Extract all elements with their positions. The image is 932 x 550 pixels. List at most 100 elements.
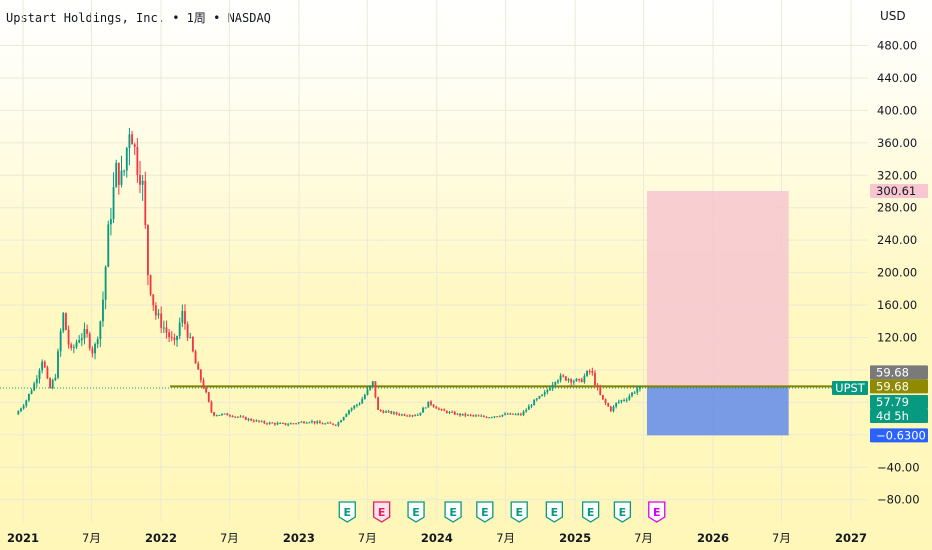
candle-body (295, 423, 297, 425)
candle-body (162, 327, 165, 329)
price-label-text: 59.68 (876, 365, 909, 379)
earnings-badge (545, 501, 564, 523)
candle-body (226, 413, 229, 416)
candle-body (480, 415, 483, 417)
candle-body (35, 378, 38, 384)
price-label-box (870, 408, 928, 423)
candle-body (215, 415, 218, 417)
candle-body (549, 388, 551, 391)
y-tick-label: 120.00 (877, 331, 917, 345)
candle-body (27, 393, 30, 401)
candle-body (234, 416, 237, 418)
earnings-letter: E (515, 506, 523, 519)
candle-body (519, 413, 522, 415)
candle-body (451, 411, 454, 413)
candle-body (633, 392, 636, 394)
candle-body (120, 170, 123, 185)
time-axis[interactable]: 2021 7月 2022 7月 2023 7月 2024 7月 2025 7月 2026 7月 2027 (7, 531, 867, 545)
candle-body (279, 422, 282, 424)
candle-body (353, 405, 356, 409)
y-tick-label: 280.00 (877, 201, 917, 215)
earnings-letter: E (378, 506, 386, 519)
candle-body (117, 162, 120, 185)
candle-body (469, 414, 472, 416)
price-axis[interactable]: 480.00 440.00 400.00 360.00 320.00 280.00 240.… (877, 39, 920, 507)
exchange-label: NASDAQ (227, 11, 271, 25)
candle-body (408, 415, 411, 417)
candle-body (348, 410, 350, 414)
earnings-marker: E (545, 501, 564, 523)
price-label-box (870, 394, 928, 409)
candle-body (75, 342, 78, 348)
candle-body (400, 414, 403, 416)
candle-body (562, 375, 565, 377)
candle-body (358, 403, 361, 405)
candle-body (498, 416, 501, 418)
interval-label[interactable]: 1周 (186, 11, 206, 25)
candle-body (527, 406, 530, 410)
candle-body (273, 423, 276, 425)
candle-body (427, 401, 430, 408)
candle-body (316, 421, 319, 424)
y-tick-label: −80.00 (877, 493, 920, 507)
candle-body (387, 411, 390, 413)
candle-body (173, 337, 176, 341)
candle-body (271, 422, 274, 424)
candle-body (49, 378, 51, 389)
candle-body (54, 377, 57, 381)
candle-body (252, 420, 255, 422)
y-tick-label: 320.00 (877, 168, 917, 182)
candle-body (596, 385, 599, 388)
candle-body (530, 405, 533, 407)
candle-body (535, 398, 538, 400)
candle-body (281, 422, 284, 424)
candle-body (393, 412, 395, 414)
candle-body (255, 420, 258, 422)
candle-body (263, 421, 266, 424)
candle-body (591, 371, 594, 373)
candle-body (30, 390, 33, 394)
candle-body (604, 399, 607, 404)
candle-body (258, 420, 260, 422)
candle-body (617, 401, 620, 403)
candle-body (20, 408, 22, 412)
candle-body (628, 396, 631, 400)
candle-body (615, 402, 618, 407)
y-tick-label: 480.00 (877, 39, 917, 53)
candle-body (131, 134, 133, 145)
candle-body (583, 376, 586, 383)
candle-body (102, 299, 104, 322)
candle-body (461, 413, 464, 416)
candle-body (538, 396, 541, 399)
candle-body (231, 415, 234, 417)
candle-body (326, 422, 329, 424)
currency-label[interactable]: USD (880, 9, 906, 23)
candle-body (636, 388, 639, 393)
earnings-letter: E (449, 506, 457, 519)
candle-body (191, 337, 194, 352)
earnings-marker: E (476, 501, 494, 523)
position-tool[interactable] (646, 191, 789, 436)
candle-body (453, 411, 456, 415)
candle-body (181, 311, 184, 323)
candle-body (308, 422, 311, 424)
candle-body (168, 332, 171, 338)
earnings-marker: E (407, 501, 425, 523)
candle-body (459, 413, 461, 416)
candle-body (345, 413, 348, 417)
candle-body (297, 422, 300, 424)
candle-body (223, 413, 226, 415)
candle-body (599, 387, 602, 395)
candle-body (601, 394, 604, 400)
candle-body (361, 399, 364, 404)
candle-body (268, 422, 271, 424)
candle-body (72, 347, 75, 349)
candle-body (313, 421, 316, 424)
candle-body (96, 339, 99, 344)
candle-body (25, 400, 28, 406)
earnings-letter: E (551, 506, 559, 519)
candle-body (623, 400, 626, 402)
candle-body (160, 313, 163, 328)
